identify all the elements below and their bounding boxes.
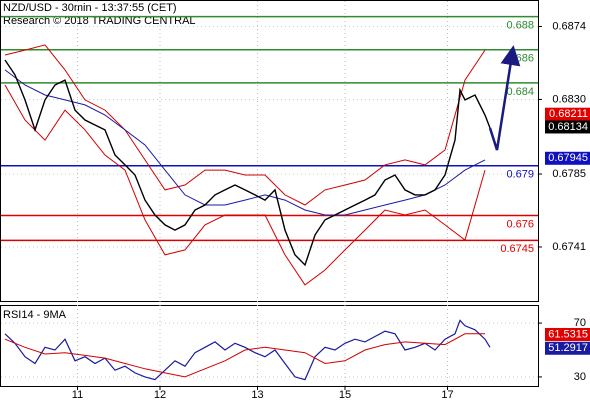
x-tick-label: 12 (154, 389, 166, 400)
projection-arrow (488, 45, 521, 151)
level-label: 0.684 (506, 86, 534, 98)
price-tag (545, 120, 590, 134)
price-panel-frame (0, 0, 539, 302)
price-line (4, 59, 491, 267)
overlay-line (4, 84, 486, 286)
y-tick-label: 0.6741 (552, 241, 586, 253)
price-tag-label: 0.68211 (549, 108, 588, 120)
x-tick-label: 15 (339, 389, 351, 400)
chart-subtitle: Research © 2018 TRADING CENTRAL (3, 15, 196, 27)
price-tag (545, 151, 590, 165)
price-tag-label: 0.67945 (548, 152, 588, 164)
overlay-line (4, 69, 486, 216)
level-label: 0.6745 (500, 243, 534, 255)
y-tick-label: 0.6785 (552, 168, 586, 180)
x-tick-label: 13 (251, 389, 263, 400)
price-tag (545, 107, 590, 121)
level-label: 0.676 (506, 218, 534, 230)
overlay-line (4, 44, 486, 206)
y-tick-label: 0.6830 (552, 93, 586, 105)
y-tick-label: 0.6874 (552, 20, 586, 32)
price-tag (545, 341, 590, 355)
rsi-title: RSI14 - 9MA (3, 309, 67, 321)
level-label: 0.679 (506, 169, 534, 181)
rsi-ma-line (4, 333, 485, 378)
rsi-panel-frame (0, 305, 539, 387)
rsi-tick-label: 30 (574, 371, 586, 383)
price-tag-label: 61.5315 (548, 328, 588, 340)
price-tag (545, 327, 590, 341)
level-label: 0.688 (506, 19, 534, 31)
price-tag-label: 51.2917 (548, 342, 588, 354)
rsi-tick-label: 70 (574, 317, 586, 329)
x-tick-label: 17 (441, 389, 453, 400)
chart-title: NZD/USD - 30min - 13:37:55 (CET) (3, 2, 177, 14)
price-tag-label: 0.68134 (548, 121, 588, 133)
x-tick-label: 11 (72, 389, 83, 400)
rsi-line (4, 319, 491, 381)
